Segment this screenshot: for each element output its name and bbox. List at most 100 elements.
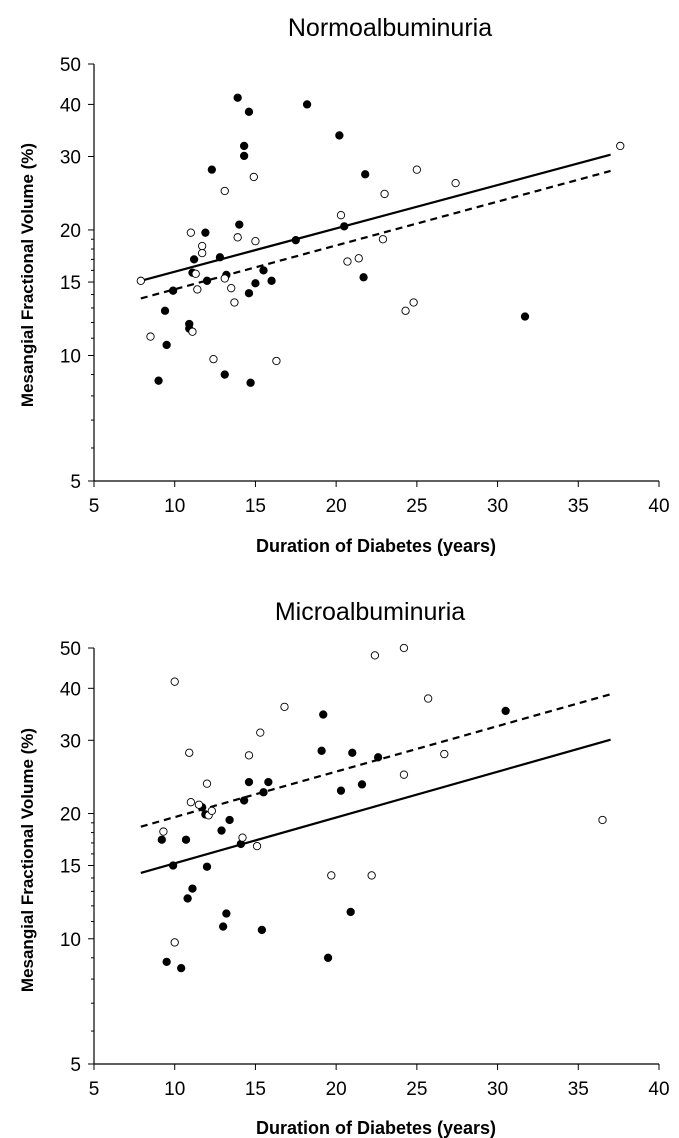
open-data-point (194, 800, 204, 809)
open-data-point (188, 327, 197, 336)
x-tick-label: 35 (568, 1079, 589, 1100)
open-data-point (280, 702, 289, 711)
open-data-point (399, 770, 409, 779)
filled-data-point (183, 894, 192, 903)
solid-regression-line (140, 738, 611, 874)
filled-data-point (373, 753, 383, 762)
open-data-point (378, 235, 388, 244)
x-tick-label: 15 (245, 496, 266, 517)
x-tick-label: 5 (89, 496, 100, 517)
x-tick-label: 30 (487, 1079, 508, 1100)
y-tick-label: 10 (60, 930, 81, 951)
y-tick-label: 20 (60, 221, 81, 242)
y-tick-label: 40 (60, 679, 81, 700)
y-tick-label: 15 (60, 857, 81, 878)
filled-data-point (346, 907, 355, 917)
y-axis-label: Mesangial Fractional Volume (%) (18, 728, 37, 992)
open-data-point (251, 236, 260, 246)
open-data-point (185, 748, 194, 757)
x-tick-label: 35 (568, 496, 589, 517)
filled-data-point (162, 957, 171, 967)
filled-data-point (168, 286, 178, 295)
x-tick-label: 20 (326, 496, 347, 517)
y-tick-label: 30 (60, 148, 81, 169)
open-data-point (202, 779, 212, 788)
open-data-point (367, 871, 376, 880)
filled-data-point (222, 909, 231, 918)
x-tick-label: 40 (648, 496, 669, 517)
open-data-point (230, 298, 239, 307)
filled-data-point (239, 796, 249, 805)
filled-data-point (246, 378, 255, 387)
filled-data-point (357, 780, 367, 789)
filled-data-point (189, 255, 199, 264)
filled-data-point (267, 276, 276, 285)
x-tick-label: 30 (487, 496, 508, 517)
filled-data-point (259, 266, 268, 275)
open-data-point (244, 751, 254, 760)
open-data-point (249, 172, 258, 182)
filled-data-point (291, 236, 300, 245)
filled-data-point (202, 276, 212, 285)
filled-data-point (160, 306, 170, 315)
filled-data-point (244, 107, 254, 116)
open-data-point (424, 694, 433, 703)
x-tick-label: 10 (164, 496, 185, 517)
x-tick-label: 25 (406, 496, 427, 517)
filled-data-point (181, 835, 191, 844)
open-data-point (146, 332, 155, 341)
filled-data-point (154, 376, 163, 385)
filled-data-point (361, 170, 370, 179)
y-tick-label: 50 (60, 55, 81, 76)
open-data-point (207, 806, 216, 816)
filled-data-point (239, 141, 249, 151)
x-tick-label: 10 (164, 1079, 185, 1100)
filled-data-point (359, 273, 368, 282)
filled-data-point (335, 131, 344, 140)
open-data-point (399, 643, 409, 653)
open-data-point (198, 248, 207, 258)
filled-data-point (257, 925, 267, 935)
panel-title: Microalbuminuria (275, 598, 465, 626)
filled-data-point (225, 815, 234, 825)
y-tick-label: 30 (60, 731, 81, 752)
filled-data-point (348, 748, 357, 757)
y-tick-label: 15 (60, 273, 81, 294)
filled-data-point (188, 884, 197, 893)
open-data-point (186, 798, 196, 807)
filled-data-point (323, 953, 333, 962)
filled-data-point (233, 93, 242, 102)
open-data-point (220, 186, 229, 196)
open-data-point (327, 871, 336, 880)
y-axis-label: Mesangial Fractional Volume (%) (18, 143, 37, 407)
filled-data-point (215, 253, 225, 262)
filled-data-point (302, 100, 312, 109)
open-data-point (401, 306, 410, 315)
y-tick-label: 10 (60, 346, 81, 367)
y-tick-label: 50 (60, 639, 81, 660)
x-tick-label: 5 (89, 1079, 100, 1100)
x-axis-label: Duration of Diabetes (years) (256, 536, 496, 556)
open-data-point (412, 165, 422, 174)
open-data-point (598, 815, 607, 825)
open-data-point (170, 938, 179, 947)
open-data-point (198, 241, 207, 251)
open-data-point (233, 233, 242, 242)
y-tick-label: 20 (60, 805, 81, 826)
open-data-point (170, 677, 179, 686)
filled-data-point (217, 826, 226, 835)
open-data-point (354, 254, 363, 263)
open-data-point (451, 178, 460, 188)
x-tick-label: 15 (245, 1079, 266, 1100)
x-tick-label: 20 (326, 1079, 347, 1100)
y-tick-label: 5 (70, 472, 81, 493)
panel-title: Normoalbuminuria (288, 14, 492, 42)
open-data-point (238, 833, 247, 842)
y-tick-label: 5 (70, 1055, 81, 1076)
open-data-point (191, 269, 200, 278)
filled-data-point (319, 710, 328, 719)
open-data-point (256, 728, 265, 737)
filled-data-point (501, 706, 510, 716)
open-data-point (380, 189, 389, 199)
filled-data-point (317, 746, 326, 755)
